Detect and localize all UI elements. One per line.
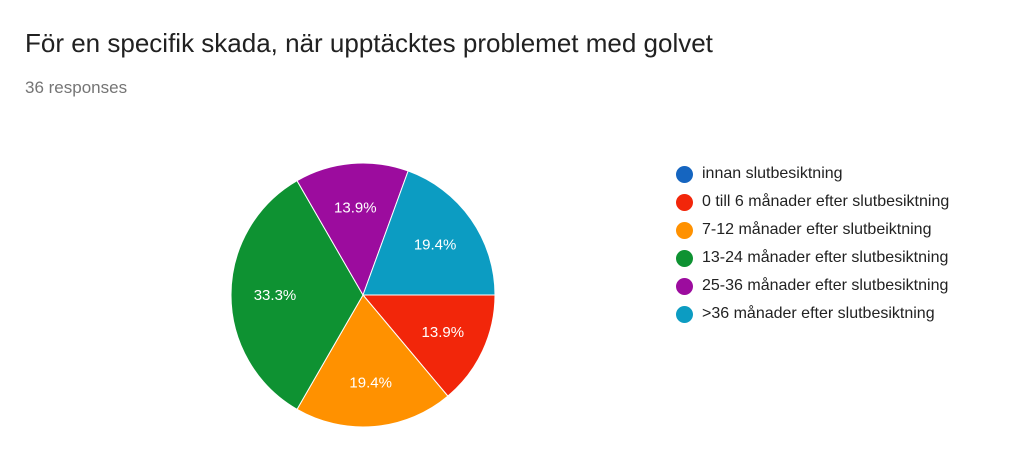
slice-percent-label-4: 33.3%	[254, 287, 297, 304]
response-count: 36 responses	[25, 78, 128, 97]
legend-swatch	[676, 249, 693, 267]
slice-percent-label-3: 19.4%	[349, 375, 392, 392]
pie-slice-4[interactable]	[230, 179, 364, 411]
chart-legend: innan slutbesiktning 0 till 6 månader eft…	[676, 160, 949, 328]
legend-label: 7-12 månader efter slutbeiktning	[702, 221, 932, 238]
pie-slice-5[interactable]	[296, 162, 409, 297]
legend-swatch	[676, 221, 693, 239]
legend-swatch	[676, 193, 693, 211]
legend-label: 13-24 månader efter slutbesiktning	[702, 249, 949, 266]
legend-item-5[interactable]: 25-36 månader efter slutbesiktning	[676, 272, 949, 300]
legend-label: 25-36 månader efter slutbesiktning	[702, 277, 949, 294]
chart-title: För en specifik skada, när upptäcktes pr…	[25, 28, 713, 58]
slice-percent-label-5: 13.9%	[334, 199, 377, 216]
legend-label: >36 månader efter slutbesiktning	[702, 305, 935, 322]
legend-item-6[interactable]: >36 månader efter slutbesiktning	[676, 300, 949, 328]
pie-slice-2[interactable]	[361, 294, 496, 397]
slice-percent-label-6: 19.4%	[414, 237, 457, 254]
legend-swatch	[676, 305, 693, 323]
legend-item-1[interactable]: innan slutbesiktning	[676, 160, 949, 188]
legend-label: innan slutbesiktning	[702, 165, 843, 182]
pie-slice-6[interactable]	[362, 170, 496, 296]
pie-slice-3[interactable]	[296, 294, 449, 428]
legend-item-4[interactable]: 13-24 månader efter slutbesiktning	[676, 244, 949, 272]
legend-swatch	[676, 165, 693, 183]
legend-item-3[interactable]: 7-12 månader efter slutbeiktning	[676, 216, 949, 244]
legend-label: 0 till 6 månader efter slutbesiktning	[702, 193, 950, 210]
legend-item-2[interactable]: 0 till 6 månader efter slutbesiktning	[676, 188, 949, 216]
legend-swatch	[676, 277, 693, 295]
slice-percent-label-2: 13.9%	[422, 324, 465, 341]
